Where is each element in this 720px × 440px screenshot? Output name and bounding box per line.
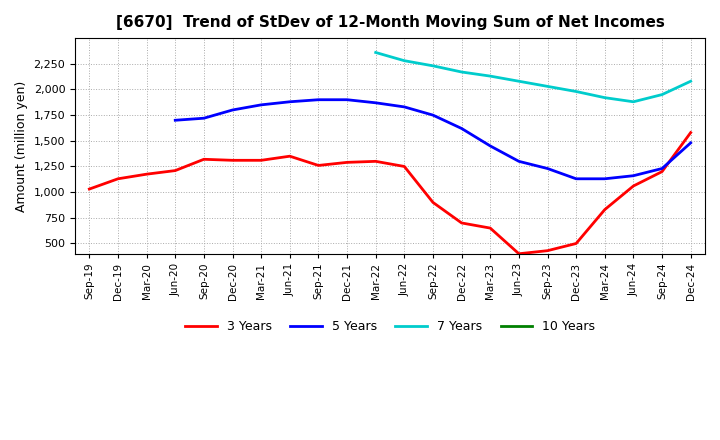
3 Years (228, 158, 237, 163)
3 Years (257, 158, 266, 163)
5 Years (400, 104, 409, 110)
7 Years (600, 95, 609, 100)
3 Years (600, 207, 609, 212)
3 Years (658, 169, 667, 174)
3 Years (314, 163, 323, 168)
3 Years (629, 183, 638, 189)
3 Years (171, 168, 179, 173)
7 Years (372, 50, 380, 55)
Y-axis label: Amount (million yen): Amount (million yen) (15, 81, 28, 212)
7 Years (457, 70, 466, 75)
5 Years (372, 100, 380, 106)
3 Years (114, 176, 122, 181)
5 Years (629, 173, 638, 178)
5 Years (257, 102, 266, 107)
7 Years (686, 79, 695, 84)
5 Years (343, 97, 351, 103)
5 Years (199, 116, 208, 121)
5 Years (428, 113, 437, 118)
5 Years (658, 166, 667, 171)
5 Years (171, 117, 179, 123)
3 Years (543, 248, 552, 253)
7 Years (572, 89, 580, 94)
Line: 5 Years: 5 Years (175, 100, 690, 179)
3 Years (486, 225, 495, 231)
3 Years (400, 164, 409, 169)
7 Years (486, 73, 495, 79)
7 Years (515, 79, 523, 84)
3 Years (343, 160, 351, 165)
5 Years (686, 140, 695, 146)
3 Years (372, 159, 380, 164)
3 Years (199, 157, 208, 162)
5 Years (600, 176, 609, 181)
7 Years (658, 92, 667, 97)
3 Years (428, 200, 437, 205)
7 Years (543, 84, 552, 89)
3 Years (85, 187, 94, 192)
3 Years (572, 241, 580, 246)
5 Years (515, 159, 523, 164)
5 Years (572, 176, 580, 181)
7 Years (400, 58, 409, 63)
3 Years (515, 251, 523, 257)
3 Years (285, 154, 294, 159)
Title: [6670]  Trend of StDev of 12-Month Moving Sum of Net Incomes: [6670] Trend of StDev of 12-Month Moving… (116, 15, 665, 30)
3 Years (686, 130, 695, 135)
5 Years (228, 107, 237, 113)
Legend: 3 Years, 5 Years, 7 Years, 10 Years: 3 Years, 5 Years, 7 Years, 10 Years (180, 315, 600, 338)
3 Years (457, 220, 466, 226)
Line: 7 Years: 7 Years (376, 52, 690, 102)
7 Years (428, 63, 437, 69)
5 Years (543, 166, 552, 171)
7 Years (629, 99, 638, 104)
5 Years (314, 97, 323, 103)
3 Years (143, 172, 151, 177)
5 Years (285, 99, 294, 104)
Line: 3 Years: 3 Years (89, 132, 690, 254)
5 Years (457, 126, 466, 131)
5 Years (486, 143, 495, 149)
